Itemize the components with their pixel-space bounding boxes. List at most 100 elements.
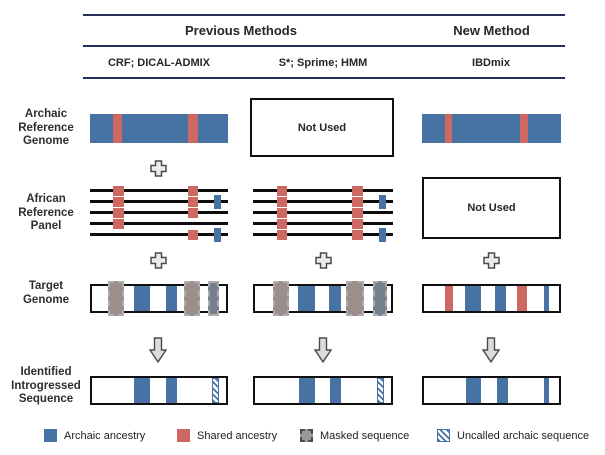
shared-variant-mark — [276, 229, 288, 240]
masked-segment — [273, 281, 289, 316]
haplotype-line — [253, 211, 393, 214]
identified-sequence-bar-col1 — [90, 376, 228, 405]
target-genome-bar-col3 — [422, 284, 561, 313]
uncalled-archaic-segment — [212, 378, 220, 403]
shared-variant-mark — [352, 218, 364, 229]
not-used-box-archaic-col2: Not Used — [250, 98, 394, 157]
shared-variant-mark — [187, 229, 199, 240]
haplotype-line — [253, 200, 393, 203]
shared-variant-mark — [113, 196, 124, 207]
shared-ancestry-segment — [187, 114, 198, 143]
masked-segment — [184, 281, 200, 316]
row-label-african-reference-panel: African Reference Panel — [18, 193, 74, 232]
masked-segment — [346, 281, 364, 316]
shared-ancestry-segment — [444, 114, 453, 143]
archaic-variant-mark — [214, 227, 222, 242]
shared-variant-mark — [113, 218, 124, 229]
shared-variant-mark — [352, 196, 364, 207]
not-used-box-african-col3: Not Used — [422, 177, 561, 239]
archaic-variant-mark — [379, 227, 386, 242]
haplotype-line — [253, 189, 393, 192]
haplotype-line — [90, 233, 228, 236]
haplotype-line — [90, 222, 228, 225]
header-rule-middle — [83, 45, 565, 47]
archaic-ancestry-segment — [133, 378, 151, 403]
shared-variant-mark — [276, 185, 288, 196]
shared-ancestry-segment — [113, 114, 122, 143]
archaic-ancestry-segment — [329, 378, 341, 403]
masked-segment — [108, 281, 124, 316]
legend-label: Archaic ancestry — [64, 429, 146, 442]
shared-ancestry-segment — [517, 286, 527, 311]
shared-variant-mark — [352, 207, 364, 218]
legend-label: Uncalled archaic sequence — [457, 429, 590, 442]
archaic-ancestry-swatch-icon — [44, 429, 57, 442]
method-label-sstar-sprime-hmm: S*; Sprime; HMM — [278, 57, 368, 69]
shared-variant-mark — [276, 207, 288, 218]
shared-ancestry-segment — [519, 114, 529, 143]
legend-label: Masked sequence — [320, 429, 410, 442]
archaic-ancestry-segment — [544, 378, 550, 403]
shared-variant-mark — [352, 185, 364, 196]
legend-label: Shared ancestry — [197, 429, 278, 442]
shared-variant-mark — [187, 207, 199, 218]
plus-icon — [150, 160, 167, 177]
archaic-ancestry-segment — [464, 286, 482, 311]
target-genome-bar-col1 — [90, 281, 228, 316]
legend-item-archaic-ancestry: Archaic ancestry — [44, 429, 145, 442]
method-label-ibdmix: IBDmix — [472, 57, 510, 69]
shared-variant-mark — [352, 229, 364, 240]
row-label-target-genome: Target Genome — [22, 280, 69, 306]
shared-variant-mark — [187, 196, 199, 207]
archaic-ancestry-segment — [494, 286, 507, 311]
haplotype-line — [253, 233, 393, 236]
haplotype-line — [90, 211, 228, 214]
down-arrow-icon — [314, 337, 332, 363]
plus-icon — [483, 252, 500, 269]
target-genome-bar-col2 — [253, 281, 393, 316]
header-rule-bottom — [83, 77, 565, 79]
legend-item-shared-ancestry: Shared ancestry — [177, 429, 277, 442]
masked-sequence-swatch-icon — [300, 429, 313, 442]
archaic-ancestry-segment — [496, 378, 508, 403]
masked-segment — [373, 281, 388, 316]
shared-variant-mark — [276, 218, 288, 229]
haplotype-line — [90, 189, 228, 192]
shared-variant-mark — [276, 196, 288, 207]
group-label-previous-methods: Previous Methods — [185, 23, 297, 38]
down-arrow-icon — [149, 337, 167, 363]
legend-item-uncalled-archaic-sequence: Uncalled archaic sequence — [437, 429, 589, 442]
identified-sequence-bar-col2 — [253, 376, 393, 405]
shared-ancestry-segment — [445, 286, 454, 311]
header-rule-top — [83, 14, 565, 16]
archaic-ancestry-segment — [297, 286, 316, 311]
archaic-ancestry-segment — [165, 378, 177, 403]
archaic-ancestry-segment — [328, 286, 341, 311]
archaic-variant-mark — [379, 194, 386, 209]
uncalled-archaic-swatch-icon — [437, 429, 450, 442]
archaic-ancestry-segment — [165, 286, 178, 311]
shared-variant-mark — [113, 207, 124, 218]
archaic-genome-bar-col3 — [422, 114, 561, 143]
shared-ancestry-swatch-icon — [177, 429, 190, 442]
not-used-label: Not Used — [467, 202, 516, 214]
haplotype-line — [90, 200, 228, 203]
archaic-ancestry-segment — [133, 286, 151, 311]
african-panel-col1 — [90, 185, 228, 242]
method-label-crf-dical-admix: CRF; DICAL-ADMIX — [107, 57, 211, 69]
shared-variant-mark — [187, 185, 199, 196]
uncalled-archaic-segment — [377, 378, 385, 403]
archaic-variant-mark — [214, 194, 222, 209]
archaic-ancestry-segment — [298, 378, 316, 403]
group-label-new-method: New Method — [453, 23, 530, 38]
row-label-archaic-reference-genome: Archaic Reference Genome — [18, 108, 74, 147]
plus-icon — [315, 252, 332, 269]
down-arrow-icon — [482, 337, 500, 363]
archaic-genome-bar-col1 — [90, 114, 228, 143]
haplotype-line — [253, 222, 393, 225]
not-used-label: Not Used — [297, 121, 347, 134]
archaic-ancestry-segment — [465, 378, 482, 403]
shared-variant-mark — [113, 185, 124, 196]
row-label-identified-introgressed-sequence: Identified Introgressed Sequence — [11, 366, 81, 405]
